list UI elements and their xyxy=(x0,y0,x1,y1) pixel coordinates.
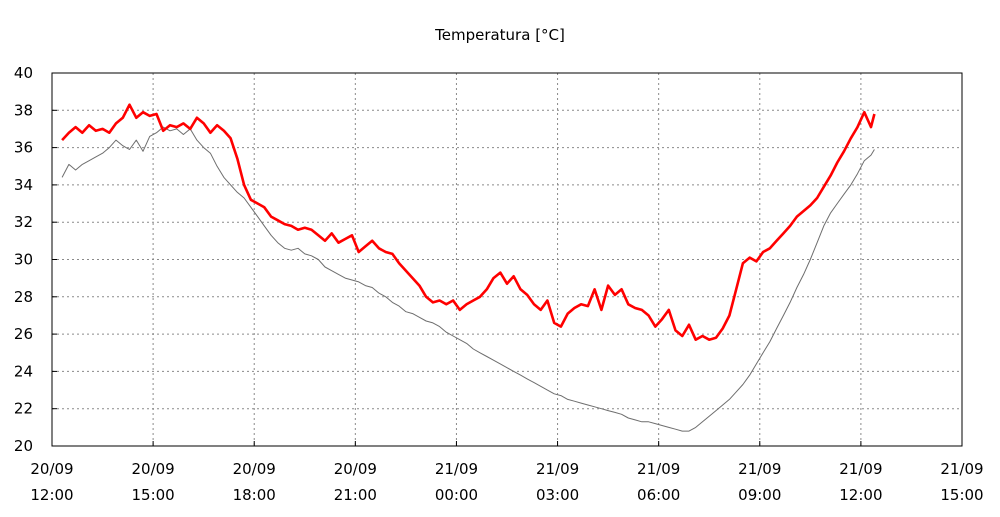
x-tick-time: 09:00 xyxy=(738,486,781,504)
y-tick-label: 38 xyxy=(14,101,33,119)
y-tick-label: 40 xyxy=(14,64,33,82)
x-tick-date: 21/09 xyxy=(637,460,680,478)
y-tick-label: 24 xyxy=(14,362,33,380)
x-tick-date: 21/09 xyxy=(940,460,983,478)
y-tick-label: 22 xyxy=(14,400,33,418)
grid xyxy=(52,73,962,446)
x-tick-time: 00:00 xyxy=(435,486,478,504)
x-tick-time: 12:00 xyxy=(30,486,73,504)
y-tick-label: 26 xyxy=(14,325,33,343)
x-tick-date: 21/09 xyxy=(738,460,781,478)
x-tick-time: 03:00 xyxy=(536,486,579,504)
x-tick-time: 12:00 xyxy=(839,486,882,504)
x-tick-date: 21/09 xyxy=(536,460,579,478)
x-tick-time: 21:00 xyxy=(334,486,377,504)
chart-title: Temperatura [°C] xyxy=(434,26,565,44)
x-tick-date: 21/09 xyxy=(839,460,882,478)
x-tick-time: 15:00 xyxy=(131,486,174,504)
y-tick-label: 34 xyxy=(14,176,33,194)
series-line-gray xyxy=(61,126,875,432)
x-tick-date: 20/09 xyxy=(131,460,174,478)
y-tick-label: 28 xyxy=(14,288,33,306)
y-tick-label: 30 xyxy=(14,251,33,269)
x-tick-date: 21/09 xyxy=(435,460,478,478)
y-axis: 20 22 24 26 28 30 32 34 36 38 40 xyxy=(14,64,57,455)
y-tick-label: 36 xyxy=(14,139,33,157)
series-line-red xyxy=(61,103,876,342)
x-tick-time: 18:00 xyxy=(233,486,276,504)
x-axis: 20/09 12:00 20/09 15:00 20/09 18:00 20/09 21:00… xyxy=(30,441,984,504)
x-tick-time: 06:00 xyxy=(637,486,680,504)
x-tick-date: 20/09 xyxy=(30,460,73,478)
x-tick-date: 20/09 xyxy=(334,460,377,478)
x-tick-time: 15:00 xyxy=(940,486,983,504)
y-tick-label: 20 xyxy=(14,437,33,455)
y-tick-label: 32 xyxy=(14,213,33,231)
x-tick-date: 20/09 xyxy=(233,460,276,478)
series-layer xyxy=(61,103,876,432)
